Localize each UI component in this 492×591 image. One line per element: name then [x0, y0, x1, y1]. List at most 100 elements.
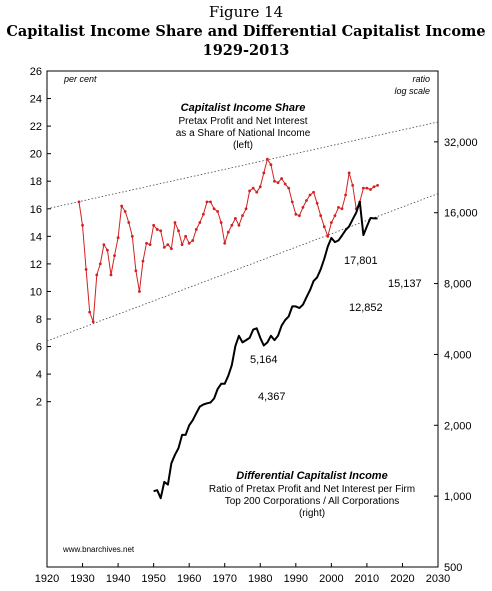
figure-title-line1: Capitalist Income Share and Differential… — [6, 23, 486, 40]
share-data-point — [361, 186, 365, 190]
x-tick-label: 1950 — [141, 573, 165, 585]
x-tick-label: 1940 — [106, 573, 130, 585]
share-data-point — [166, 243, 170, 247]
y-right-tick-label: 1,000 — [444, 491, 472, 503]
y-left-tick-label: 22 — [30, 121, 42, 133]
y-right-tick-label: 4,000 — [444, 349, 472, 361]
share-data-point — [276, 181, 280, 185]
x-tick-label: 2030 — [426, 573, 450, 585]
share-data-point — [148, 243, 152, 247]
y-left-tick-label: 20 — [30, 149, 42, 161]
share-annotation-body2: as a Share of National Income — [176, 128, 311, 139]
x-tick-label: 2020 — [390, 573, 414, 585]
x-tick-label: 1990 — [284, 573, 308, 585]
share-data-point — [155, 228, 159, 231]
share-data-point — [216, 210, 220, 213]
share-data-point — [244, 207, 248, 211]
share-data-point — [369, 188, 372, 191]
data-label-17801: 17,801 — [344, 255, 378, 267]
share-data-point — [297, 214, 301, 218]
x-tick-label: 1980 — [248, 573, 272, 585]
share-data-point — [290, 200, 294, 204]
share-data-point — [98, 262, 102, 266]
diff-annotation-body2: Top 200 Corporations / All Corporations — [225, 496, 400, 507]
share-data-point — [265, 157, 269, 161]
x-tick-label: 2000 — [319, 573, 343, 585]
share-data-point — [301, 206, 305, 209]
share-data-point — [198, 221, 202, 224]
share-data-point — [305, 199, 308, 202]
share-data-point — [106, 248, 109, 252]
share-data-point — [248, 189, 252, 193]
y-left-tick-label: 4 — [36, 369, 42, 381]
y-right-tick-label: 16,000 — [444, 208, 478, 220]
y-left-tick-label: 16 — [30, 204, 42, 216]
share-data-point — [205, 200, 209, 204]
y-left-tick-label: 14 — [30, 231, 42, 243]
y-left-tick-label: 6 — [36, 342, 42, 354]
share-data-point — [230, 223, 234, 227]
y-right-tick-label: 500 — [444, 562, 462, 574]
share-data-point — [294, 212, 298, 216]
share-data-point — [376, 183, 379, 187]
share-data-point — [241, 214, 244, 218]
share-data-point — [84, 268, 88, 271]
share-data-point — [173, 221, 177, 224]
figure-number: Figure 14 — [208, 3, 284, 21]
share-data-point — [130, 234, 134, 238]
figure-title: Capitalist Income Share and Differential… — [0, 22, 492, 60]
share-data-point — [91, 320, 95, 324]
diff-annotation-body3: (right) — [299, 508, 325, 519]
y-right-tick-label: 2,000 — [444, 420, 472, 432]
x-tick-label: 1970 — [212, 573, 236, 585]
x-tick-label: 1920 — [35, 573, 59, 585]
share-data-point — [202, 212, 205, 216]
share-annotation-title: Capitalist Income Share — [181, 102, 306, 114]
share-data-point — [308, 193, 312, 197]
share-data-point — [226, 230, 230, 234]
share-annotation-body3: (left) — [233, 140, 253, 151]
share-data-point — [77, 200, 81, 204]
share-data-point — [283, 182, 287, 186]
share-data-point — [351, 183, 355, 187]
share-data-point — [141, 259, 145, 263]
share-data-point — [95, 273, 99, 277]
share-data-point — [209, 200, 212, 204]
share-data-point — [340, 207, 344, 211]
share-data-point — [162, 245, 166, 249]
share-data-point — [152, 223, 156, 227]
share-data-point — [127, 221, 131, 224]
diff-annotation-body1: Ratio of Pretax Profit and Net Interest … — [209, 484, 415, 495]
y-left-tick-label: 26 — [30, 66, 42, 78]
share-data-point — [81, 223, 84, 227]
share-data-point — [312, 190, 315, 194]
share-data-point — [170, 247, 173, 251]
y-left-tick-label: 24 — [30, 94, 42, 106]
y-right-tick-label: 8,000 — [444, 279, 472, 291]
share-data-point — [255, 190, 259, 194]
share-data-point — [287, 186, 291, 190]
y-left-tick-label: 18 — [30, 176, 42, 188]
right-axis-unit-line2: log scale — [394, 86, 430, 96]
channel-guides — [46, 121, 439, 342]
share-data-point — [219, 221, 223, 224]
share-data-point — [322, 225, 326, 229]
share-data-point — [237, 223, 241, 227]
share-data-point — [223, 241, 227, 245]
share-data-point — [258, 185, 262, 189]
share-data-point — [337, 206, 340, 209]
share-data-point — [280, 177, 283, 180]
x-tick-label: 1930 — [70, 573, 94, 585]
share-data-point — [102, 243, 106, 247]
share-data-point — [347, 171, 351, 175]
share-data-point — [319, 214, 323, 218]
share-data-point — [88, 310, 92, 314]
data-label-5164: 5,164 — [250, 354, 278, 366]
upper-trend-guide — [46, 121, 439, 210]
share-data-point — [120, 204, 124, 208]
share-data-point — [251, 186, 255, 190]
data-label-4367: 4,367 — [258, 391, 286, 403]
y-left-tick-label: 12 — [30, 259, 42, 271]
share-data-point — [194, 228, 198, 231]
